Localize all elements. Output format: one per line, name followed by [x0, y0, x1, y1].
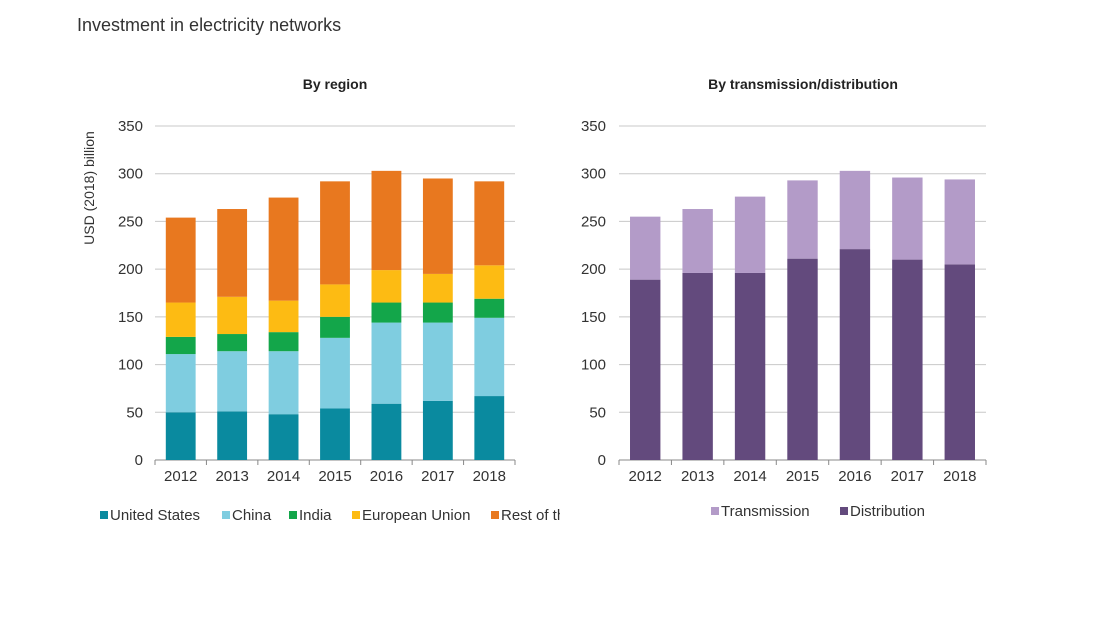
bar-united-states-2016	[371, 403, 402, 460]
bar-transmission-2016	[839, 170, 871, 250]
bar-rest-of-the-world-2014	[268, 197, 299, 301]
legend-swatch-india	[289, 511, 297, 519]
bar-distribution-2016	[839, 249, 871, 460]
bar-china-2017	[422, 322, 453, 401]
bar-european-union-2014	[268, 300, 299, 333]
bar-china-2018	[474, 317, 505, 397]
bar-india-2015	[320, 316, 350, 338]
bar-transmission-2017	[892, 177, 923, 260]
bar-distribution-2014	[734, 272, 766, 460]
x-tick-label: 2012	[164, 468, 197, 485]
legend-label-india: India	[299, 507, 332, 524]
x-tick-label: 2016	[838, 468, 871, 485]
bar-india-2016	[371, 302, 402, 323]
y-tick-label: 100	[118, 357, 143, 374]
legend-label-european-union: European Union	[362, 507, 470, 524]
bar-china-2015	[320, 337, 350, 409]
y-tick-label: 200	[118, 261, 143, 278]
bar-european-union-2013	[217, 296, 248, 335]
bar-india-2012	[165, 336, 196, 355]
x-tick-label: 2015	[318, 468, 351, 485]
chart-by-transmission-distribution: By transmission/distribution 0 50 100 150 200…	[581, 76, 987, 520]
y-tick-label: 150	[118, 309, 143, 326]
legend-swatch-rest-of-the-world	[491, 511, 499, 519]
legend-swatch-transmission	[711, 507, 719, 515]
bar-india-2013	[217, 334, 248, 352]
bar-united-states-2017	[422, 400, 453, 460]
bar-transmission-2014	[734, 196, 766, 273]
bar-distribution-2018	[944, 264, 975, 460]
bar-rest-of-the-world-2018	[474, 181, 505, 266]
y-tick-label: 300	[581, 166, 606, 183]
x-tick-label: 2018	[473, 468, 506, 485]
x-tick-label: 2017	[421, 468, 454, 485]
bar-distribution-2015	[787, 258, 818, 460]
bar-rest-of-the-world-2012	[165, 217, 196, 303]
bar-transmission-2015	[787, 180, 818, 259]
bar-rest-of-the-world-2016	[371, 170, 402, 271]
legend-label-united-states: United States	[110, 507, 200, 524]
bar-united-states-2013	[217, 411, 248, 460]
bar-transmission-2018	[944, 179, 975, 265]
y-tick-label: 350	[118, 118, 143, 135]
y-tick-label: 250	[118, 213, 143, 230]
bar-european-union-2016	[371, 270, 402, 303]
bar-distribution-2013	[682, 272, 713, 460]
x-tick-label: 2013	[681, 468, 714, 485]
y-tick-label: 0	[135, 452, 143, 469]
bar-china-2013	[217, 351, 248, 412]
bar-distribution-2012	[630, 279, 661, 460]
y-tick-label: 50	[589, 404, 606, 421]
bar-india-2018	[474, 298, 505, 318]
x-tick-label: 2012	[629, 468, 662, 485]
bar-india-2017	[422, 302, 453, 323]
x-tick-label: 2016	[370, 468, 403, 485]
bar-european-union-2012	[165, 302, 196, 337]
legend-swatch-distribution	[840, 507, 848, 515]
chart-title: By region	[303, 76, 368, 92]
y-axis-label: USD (2018) billion	[81, 131, 97, 245]
y-tick-label: 350	[581, 118, 606, 135]
legend-label-distribution: Distribution	[850, 503, 925, 520]
x-tick-label: 2015	[786, 468, 819, 485]
bar-india-2014	[268, 332, 299, 352]
chart-title: By transmission/distribution	[708, 76, 898, 92]
y-tick-label: 150	[581, 309, 606, 326]
bar-united-states-2015	[320, 408, 350, 460]
bar-united-states-2014	[268, 414, 299, 460]
y-tick-label: 50	[126, 404, 143, 421]
bar-china-2012	[165, 354, 196, 413]
legend-label-transmission: Transmission	[721, 503, 810, 520]
legend-label-china: China	[232, 507, 272, 524]
bar-china-2014	[268, 351, 299, 415]
bar-rest-of-the-world-2013	[217, 209, 248, 297]
x-tick-label: 2013	[215, 468, 248, 485]
bar-european-union-2015	[320, 284, 350, 317]
bar-distribution-2017	[892, 259, 923, 460]
y-tick-label: 250	[581, 213, 606, 230]
x-tick-label: 2014	[733, 468, 766, 485]
bar-european-union-2017	[422, 273, 453, 303]
bar-rest-of-the-world-2017	[422, 178, 453, 274]
bar-china-2016	[371, 322, 402, 404]
x-tick-label: 2018	[943, 468, 976, 485]
y-tick-label: 200	[581, 261, 606, 278]
legend-swatch-china	[222, 511, 230, 519]
y-tick-label: 100	[581, 357, 606, 374]
page-title: Investment in electricity networks	[77, 15, 342, 35]
legend-label-rest-of-the-world: Rest of the world	[501, 507, 560, 524]
bar-transmission-2012	[630, 216, 661, 280]
bar-united-states-2018	[474, 396, 505, 460]
bar-united-states-2012	[165, 412, 196, 460]
chart-by-region: By region 0 50 100 150 200 250 300 350 USD (2018)…	[81, 76, 560, 524]
legend-swatch-united-states	[100, 511, 108, 519]
bar-european-union-2018	[474, 265, 505, 299]
x-tick-label: 2017	[891, 468, 924, 485]
x-tick-label: 2014	[267, 468, 300, 485]
legend-swatch-european-union	[352, 511, 360, 519]
bar-transmission-2013	[682, 209, 713, 273]
y-tick-label: 300	[118, 166, 143, 183]
bar-rest-of-the-world-2015	[320, 181, 350, 285]
y-tick-label: 0	[598, 452, 606, 469]
